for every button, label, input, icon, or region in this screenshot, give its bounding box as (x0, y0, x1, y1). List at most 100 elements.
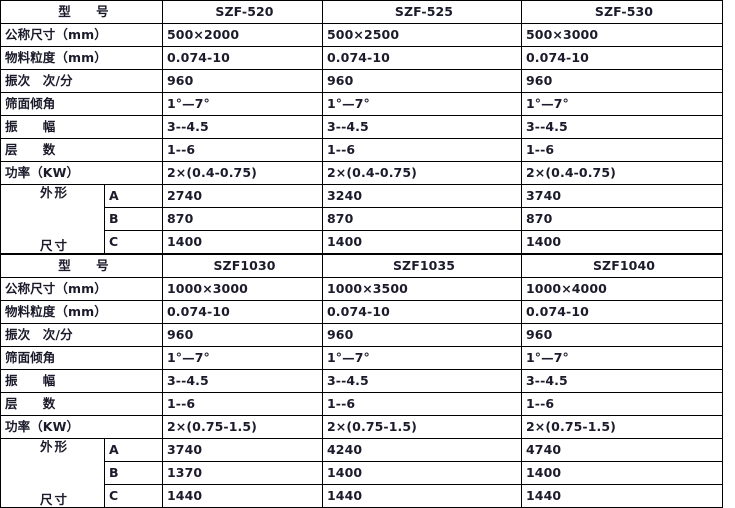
row-value: 2×(0.75-1.5) (162, 415, 323, 439)
dimension-key: C (104, 484, 163, 508)
dimension-key: A (104, 184, 163, 208)
table-header-row: 型 号 SZF1030 SZF1035 SZF1040 (0, 254, 723, 278)
header-label-model: 型 号 (0, 0, 163, 24)
table-row-dimension-c: C 1440 1440 1440 (1, 484, 723, 508)
table-row-dimension-b: B 870 870 870 (1, 207, 723, 231)
row-value: 1000×3500 (322, 277, 522, 301)
row-value: 3--4.5 (322, 115, 522, 139)
table-row: 振 幅 3--4.5 3--4.5 3--4.5 (0, 115, 723, 139)
row-value: 1--6 (322, 392, 522, 416)
row-value: 0.074-10 (322, 300, 522, 324)
row-value: 1°—7° (322, 92, 522, 116)
row-value: 960 (162, 323, 323, 347)
row-value: 2×(0.4-0.75) (521, 161, 723, 185)
row-label: 振次 次/分 (0, 323, 163, 347)
row-value: 3--4.5 (162, 369, 323, 393)
table-row: 功率（KW） 2×(0.75-1.5) 2×(0.75-1.5) 2×(0.75… (0, 415, 723, 439)
header-model-2: SZF-525 (322, 0, 522, 24)
dimension-group-label: 外形 尺寸 (0, 184, 105, 254)
row-label: 振 幅 (0, 115, 163, 139)
spec-table-szf-1000: 型 号 SZF1030 SZF1035 SZF1040 公称尺寸（mm） 100… (0, 254, 723, 508)
header-model-2: SZF1035 (322, 254, 522, 278)
row-value: 3240 (322, 184, 522, 208)
row-value: 1370 (162, 461, 323, 485)
table-row: 筛面倾角 1°—7° 1°—7° 1°—7° (0, 92, 723, 116)
row-value: 1--6 (521, 138, 723, 162)
row-value: 3--4.5 (162, 115, 323, 139)
table-row: 功率（KW） 2×(0.4-0.75) 2×(0.4-0.75) 2×(0.4-… (0, 161, 723, 185)
row-value: 1400 (322, 230, 522, 254)
table-row: 振次 次/分 960 960 960 (0, 323, 723, 347)
row-value: 500×2500 (322, 23, 522, 47)
table-row-dimension-a: 外形 尺寸 A 2740 3240 3740 (0, 184, 723, 254)
row-value: 2×(0.4-0.75) (162, 161, 323, 185)
row-value: 1440 (322, 484, 522, 508)
row-label: 层 数 (0, 392, 163, 416)
row-label: 功率（KW） (0, 161, 163, 185)
table-row-dimension-b: B 1370 1400 1400 (1, 461, 723, 485)
header-model-3: SZF1040 (521, 254, 723, 278)
row-label: 振 幅 (0, 369, 163, 393)
row-value: 4740 (521, 438, 723, 462)
row-value: 0.074-10 (322, 46, 522, 70)
table-row: 筛面倾角 1°—7° 1°—7° 1°—7° (0, 346, 723, 370)
table-row: 公称尺寸（mm） 1000×3000 1000×3500 1000×4000 (0, 277, 723, 301)
dimension-key: C (104, 230, 163, 254)
row-value: 2×(0.75-1.5) (322, 415, 522, 439)
row-label: 层 数 (0, 138, 163, 162)
row-value: 870 (521, 207, 723, 231)
row-value: 870 (162, 207, 323, 231)
row-label: 筛面倾角 (0, 92, 163, 116)
row-label: 振次 次/分 (0, 69, 163, 93)
dimension-key: B (104, 461, 163, 485)
dimension-label-bottom: 尺寸 (39, 237, 69, 253)
row-value: 500×3000 (521, 23, 723, 47)
row-value: 1440 (162, 484, 323, 508)
row-value: 3740 (162, 438, 323, 462)
row-value: 3--4.5 (322, 369, 522, 393)
row-value: 0.074-10 (162, 300, 323, 324)
row-value: 1440 (521, 484, 723, 508)
row-value: 2740 (162, 184, 323, 208)
row-value: 960 (322, 323, 522, 347)
row-value: 3--4.5 (521, 369, 723, 393)
header-model-1: SZF1030 (162, 254, 323, 278)
table-row: 振次 次/分 960 960 960 (0, 69, 723, 93)
spec-table-szf-500: 型 号 SZF-520 SZF-525 SZF-530 公称尺寸（mm） 500… (0, 0, 723, 254)
table-header-row: 型 号 SZF-520 SZF-525 SZF-530 (0, 0, 723, 24)
row-label: 筛面倾角 (0, 346, 163, 370)
row-value: 4240 (322, 438, 522, 462)
row-value: 1--6 (162, 392, 323, 416)
dimension-key: A (104, 438, 163, 462)
row-value: 3740 (521, 184, 723, 208)
dimension-key: B (104, 207, 163, 231)
row-label: 物料粒度（mm） (0, 300, 163, 324)
row-value: 1°—7° (162, 346, 323, 370)
table-row-dimension-a: 外形 尺寸 A 3740 4240 4740 (0, 438, 723, 508)
row-value: 1°—7° (322, 346, 522, 370)
row-value: 1°—7° (162, 92, 323, 116)
table-row: 公称尺寸（mm） 500×2000 500×2500 500×3000 (0, 23, 723, 47)
row-value: 2×(0.75-1.5) (521, 415, 723, 439)
row-value: 2×(0.4-0.75) (322, 161, 522, 185)
header-label-model: 型 号 (0, 254, 163, 278)
row-value: 960 (521, 69, 723, 93)
row-label: 公称尺寸（mm） (0, 277, 163, 301)
row-label: 公称尺寸（mm） (0, 23, 163, 47)
header-model-3: SZF-530 (521, 0, 723, 24)
row-value: 3--4.5 (521, 115, 723, 139)
dimension-label-bottom: 尺寸 (39, 491, 69, 507)
header-model-1: SZF-520 (162, 0, 323, 24)
table-row: 物料粒度（mm） 0.074-10 0.074-10 0.074-10 (0, 46, 723, 70)
row-value: 0.074-10 (521, 300, 723, 324)
row-value: 1400 (521, 230, 723, 254)
table-row: 物料粒度（mm） 0.074-10 0.074-10 0.074-10 (0, 300, 723, 324)
row-value: 870 (322, 207, 522, 231)
table-row: 层 数 1--6 1--6 1--6 (0, 138, 723, 162)
row-value: 1--6 (521, 392, 723, 416)
row-value: 1000×3000 (162, 277, 323, 301)
row-value: 1000×4000 (521, 277, 723, 301)
row-value: 0.074-10 (521, 46, 723, 70)
row-value: 1400 (521, 461, 723, 485)
